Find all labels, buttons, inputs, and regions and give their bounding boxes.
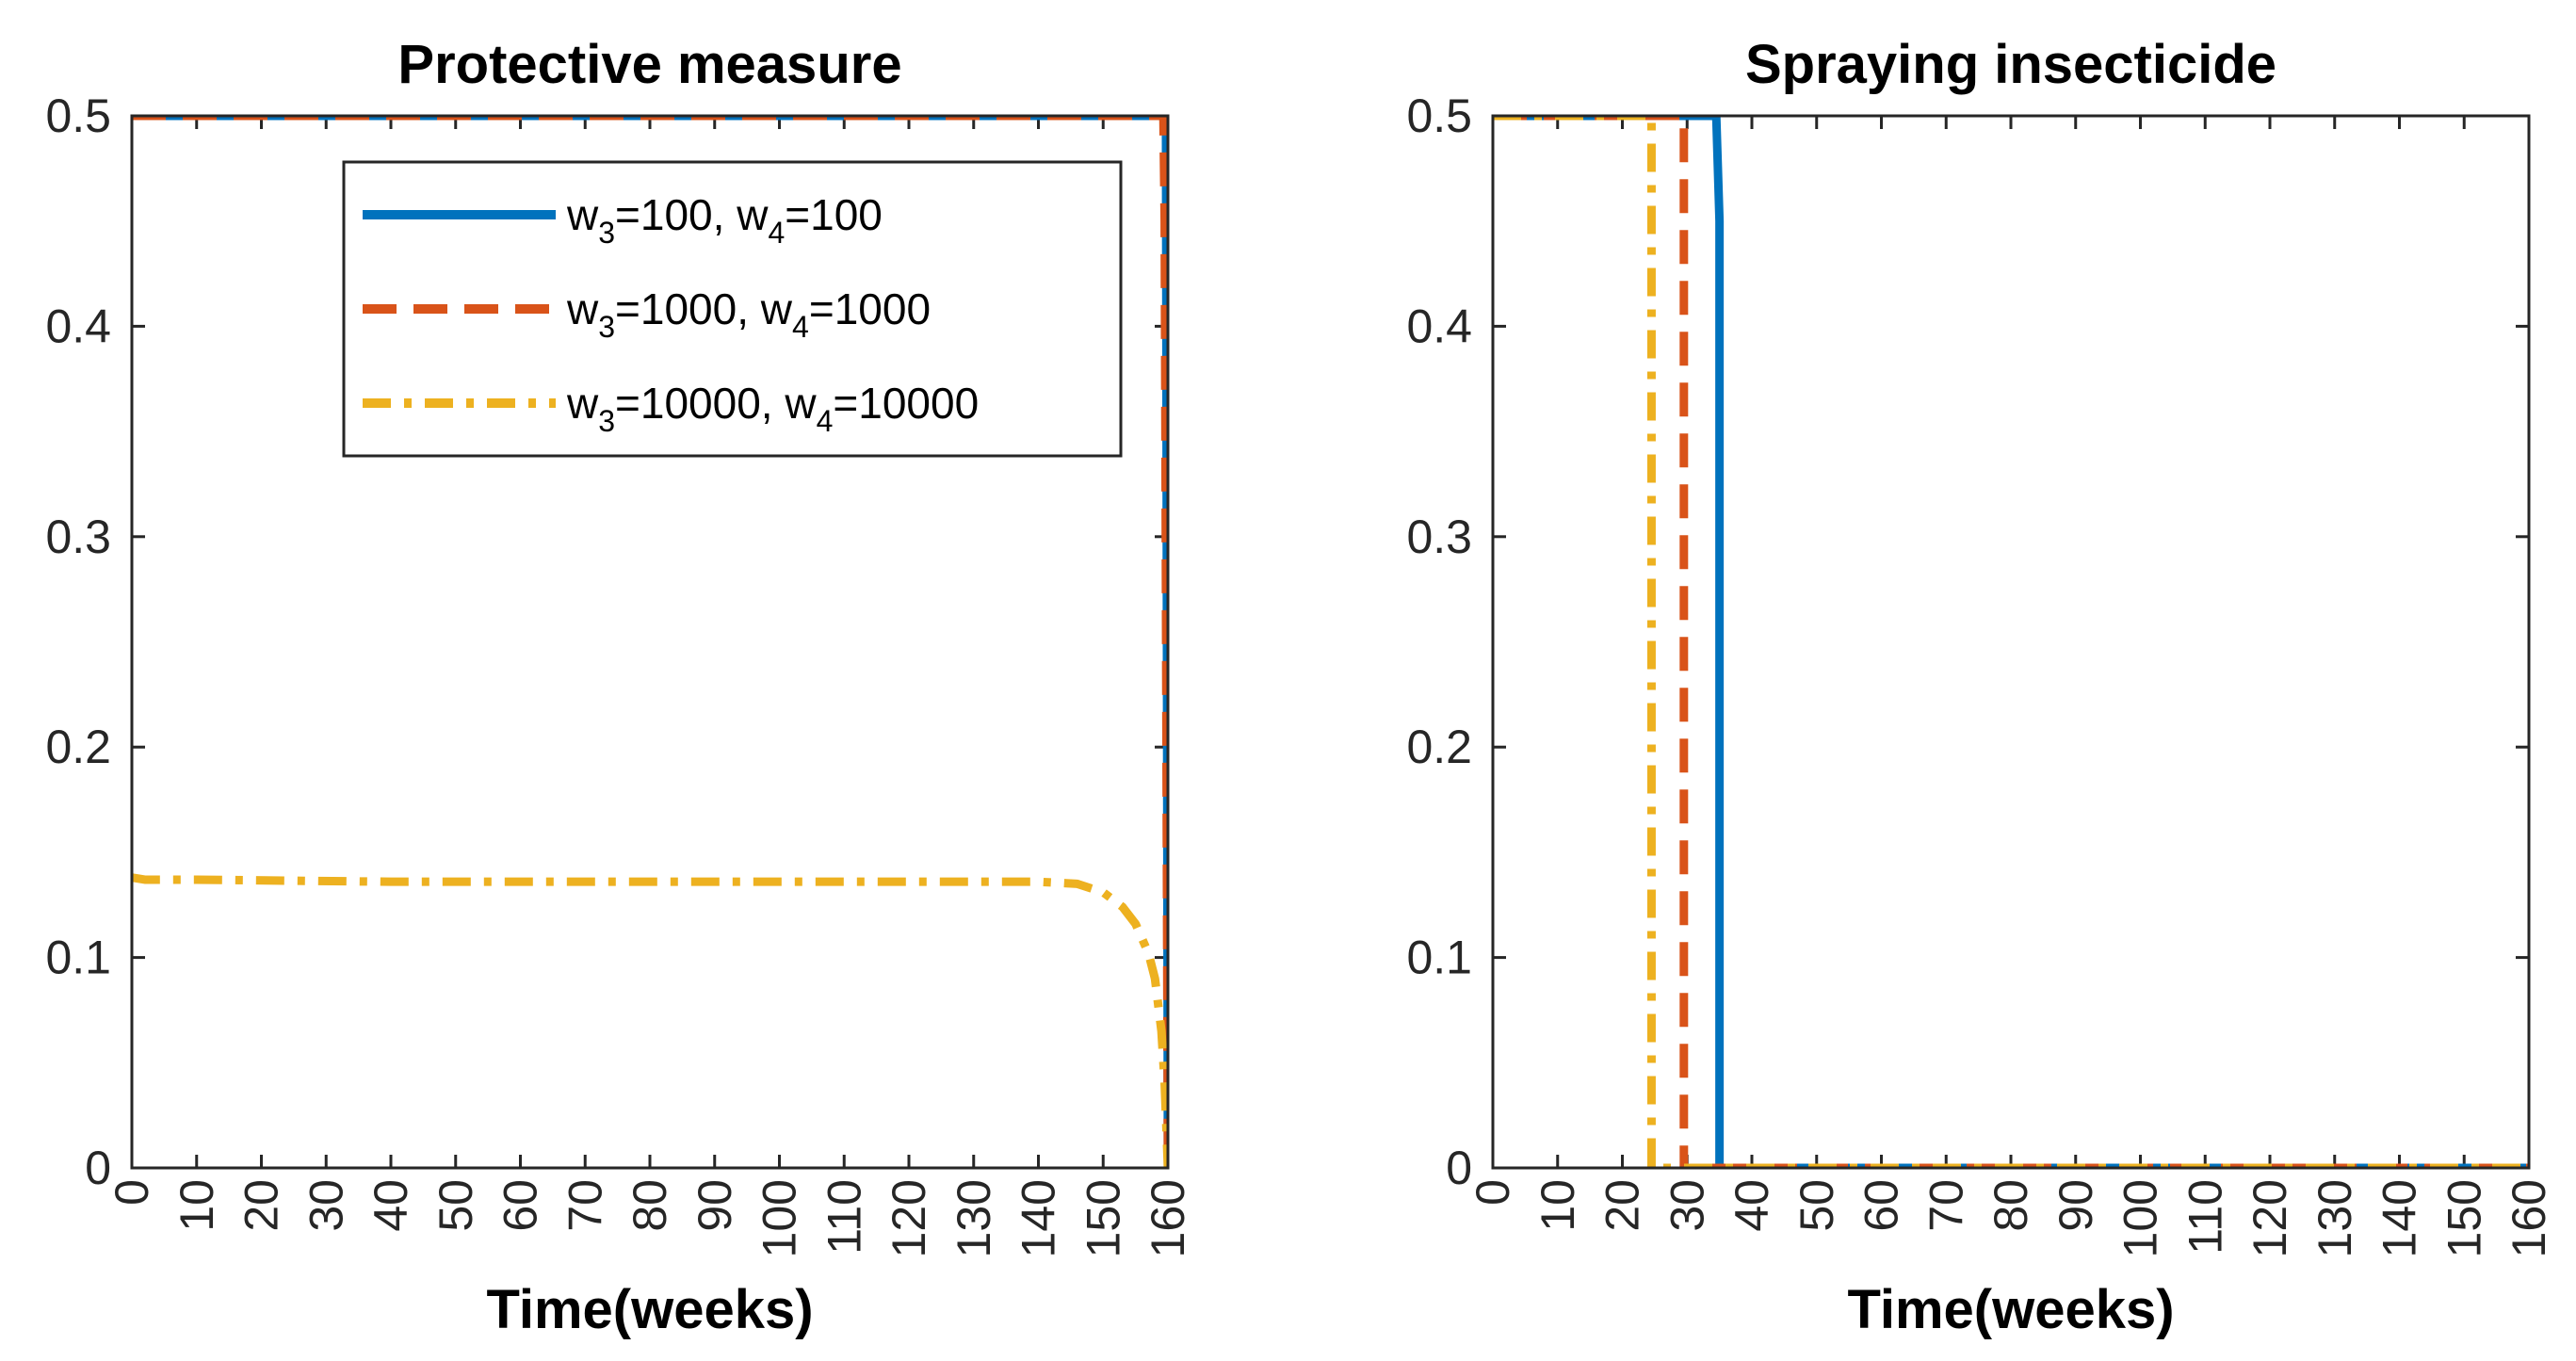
protective-measure-series-yellow [132,873,1168,1168]
legend-2-w3-val: =1000, [615,284,761,333]
protective-measure-xtick-label-1: 10 [170,1179,223,1232]
spraying-insecticide-ytick-label-0: 0 [1446,1142,1472,1194]
spraying-insecticide-xtick-label-0: 0 [1466,1179,1519,1206]
protective-measure-xtick-label-2: 20 [235,1179,288,1232]
legend-1-w3-val: =100, [615,190,737,239]
legend-1-w4: w [736,190,769,239]
spraying-insecticide-xtick-label-6: 60 [1855,1179,1908,1232]
legend-entry-2: w3=1000, w4=1000 [363,284,931,344]
legend-2-w3: w [566,284,599,333]
protective-measure-xtick-label-0: 0 [105,1179,158,1206]
legend-2-w4-sub: 4 [792,310,809,344]
spraying-insecticide-ytick-label-5: 0.5 [1406,89,1472,142]
spraying-insecticide-ytick-label-4: 0.4 [1406,300,1472,352]
spraying-insecticide-ytick-label-3: 0.3 [1406,510,1472,563]
protective-measure-series-orange [132,116,1168,1168]
spraying-insecticide-xtick-label-15: 150 [2438,1179,2490,1257]
spraying-insecticide-ticks: 0 0.1 0.2 0.3 0.4 0.5 0 10 20 30 40 50 60 70 80 90 100 11… [1406,89,2555,1257]
legend-3-w3-sub: 3 [598,404,615,438]
legend-entry-1: w3=100, w4=100 [363,190,883,250]
spraying-insecticide-xtick-label-1: 10 [1531,1179,1584,1232]
legend: w3=100, w4=100 w3=1000, w4=1000 w3=10000… [342,160,1123,458]
spraying-insecticide-axes-box [1491,114,2531,1170]
legend-label-1: w3=100, w4=100 [566,190,883,250]
spraying-insecticide-xtick-label-7: 70 [1920,1179,1972,1232]
spraying-insecticide-xtick-label-16: 160 [2503,1179,2555,1257]
legend-3-w4-val: =10000 [833,379,979,428]
spraying-insecticide-xtick-label-4: 40 [1725,1179,1778,1232]
spraying-insecticide-xtick-label-14: 140 [2373,1179,2426,1257]
legend-1-w4-sub: 4 [768,216,785,250]
protective-measure-ytick-label-2: 0.2 [45,721,111,773]
legend-label-3: w3=10000, w4=10000 [566,379,979,438]
protective-measure-xtick-label-8: 80 [624,1179,676,1232]
spraying-insecticide-series-orange [1493,116,2529,1168]
legend-1-w3-sub: 3 [598,216,615,250]
spraying-insecticide-series-yellow [1493,116,2529,1168]
legend-3-w3-val: =10000, [615,379,785,428]
spraying-insecticide-xtick-label-11: 110 [2179,1179,2231,1255]
protective-measure-xtick-label-5: 50 [429,1179,482,1232]
protective-measure-axes-box [130,114,1170,1170]
protective-measure-ytick-label-4: 0.4 [45,300,111,352]
spraying-insecticide-series [1493,116,2529,1168]
legend-2-w4-val: =1000 [809,284,931,333]
legend-3-w3: w [566,379,599,428]
legend-label-2: w3=1000, w4=1000 [566,284,931,344]
spraying-insecticide-xlabel: Time(weeks) [1847,1279,2174,1340]
protective-measure-title: Protective measure [397,34,901,95]
protective-measure-xtick-label-15: 150 [1077,1179,1129,1257]
legend-2-w4: w [760,284,793,333]
legend-3-w4-sub: 4 [817,404,834,438]
spraying-insecticide-panel: Spraying insecticide 0 0.1 0.2 0.3 0.4 0.5 0 10… [1406,34,2555,1340]
protective-measure-xtick-label-7: 70 [559,1179,611,1232]
spraying-insecticide-xtick-label-9: 90 [2049,1179,2102,1232]
protective-measure-xtick-label-14: 140 [1013,1179,1065,1257]
protective-measure-ticks: 0 0.1 0.2 0.3 0.4 0.5 0 10 20 30 40 50 60 70 80 90 100 11… [45,89,1194,1257]
spraying-insecticide-ytick-label-1: 0.1 [1406,932,1472,984]
spraying-insecticide-xtick-label-5: 50 [1790,1179,1843,1232]
protective-measure-xtick-label-10: 100 [753,1179,806,1257]
spraying-insecticide-xtick-label-8: 80 [1985,1179,2037,1232]
protective-measure-ytick-label-5: 0.5 [45,89,111,142]
spraying-insecticide-xtick-label-12: 120 [2244,1179,2296,1257]
protective-measure-xtick-label-12: 120 [883,1179,935,1257]
spraying-insecticide-xtick-label-3: 30 [1661,1179,1713,1232]
protective-measure-xtick-label-16: 160 [1142,1179,1194,1257]
protective-measure-xtick-label-3: 30 [300,1179,352,1232]
legend-2-w3-sub: 3 [598,310,615,344]
spraying-insecticide-xtick-label-13: 130 [2309,1179,2361,1257]
spraying-insecticide-title: Spraying insecticide [1745,34,2276,95]
legend-1-w4-val: =100 [785,190,883,239]
protective-measure-panel: Protective measure 0 0.1 0.2 0.3 0.4 0.5 0 10 20… [45,34,1194,1340]
spraying-insecticide-ytick-label-2: 0.2 [1406,721,1472,773]
protective-measure-ytick-label-0: 0 [85,1142,111,1194]
protective-measure-xtick-label-13: 130 [948,1179,1000,1257]
protective-measure-xtick-label-4: 40 [365,1179,417,1232]
protective-measure-xtick-label-11: 110 [818,1179,870,1255]
protective-measure-ytick-label-1: 0.1 [45,932,111,984]
legend-entry-3: w3=10000, w4=10000 [363,379,979,438]
spraying-insecticide-series-blue [1493,116,2529,1168]
protective-measure-ytick-label-3: 0.3 [45,510,111,563]
protective-measure-xtick-label-9: 90 [689,1179,741,1232]
protective-measure-xtick-label-6: 60 [494,1179,547,1232]
protective-measure-xlabel: Time(weeks) [486,1279,813,1340]
legend-3-w4: w [784,379,817,428]
spraying-insecticide-xtick-label-10: 100 [2114,1179,2167,1257]
spraying-insecticide-xtick-label-2: 20 [1596,1179,1649,1232]
legend-1-w3: w [566,190,599,239]
